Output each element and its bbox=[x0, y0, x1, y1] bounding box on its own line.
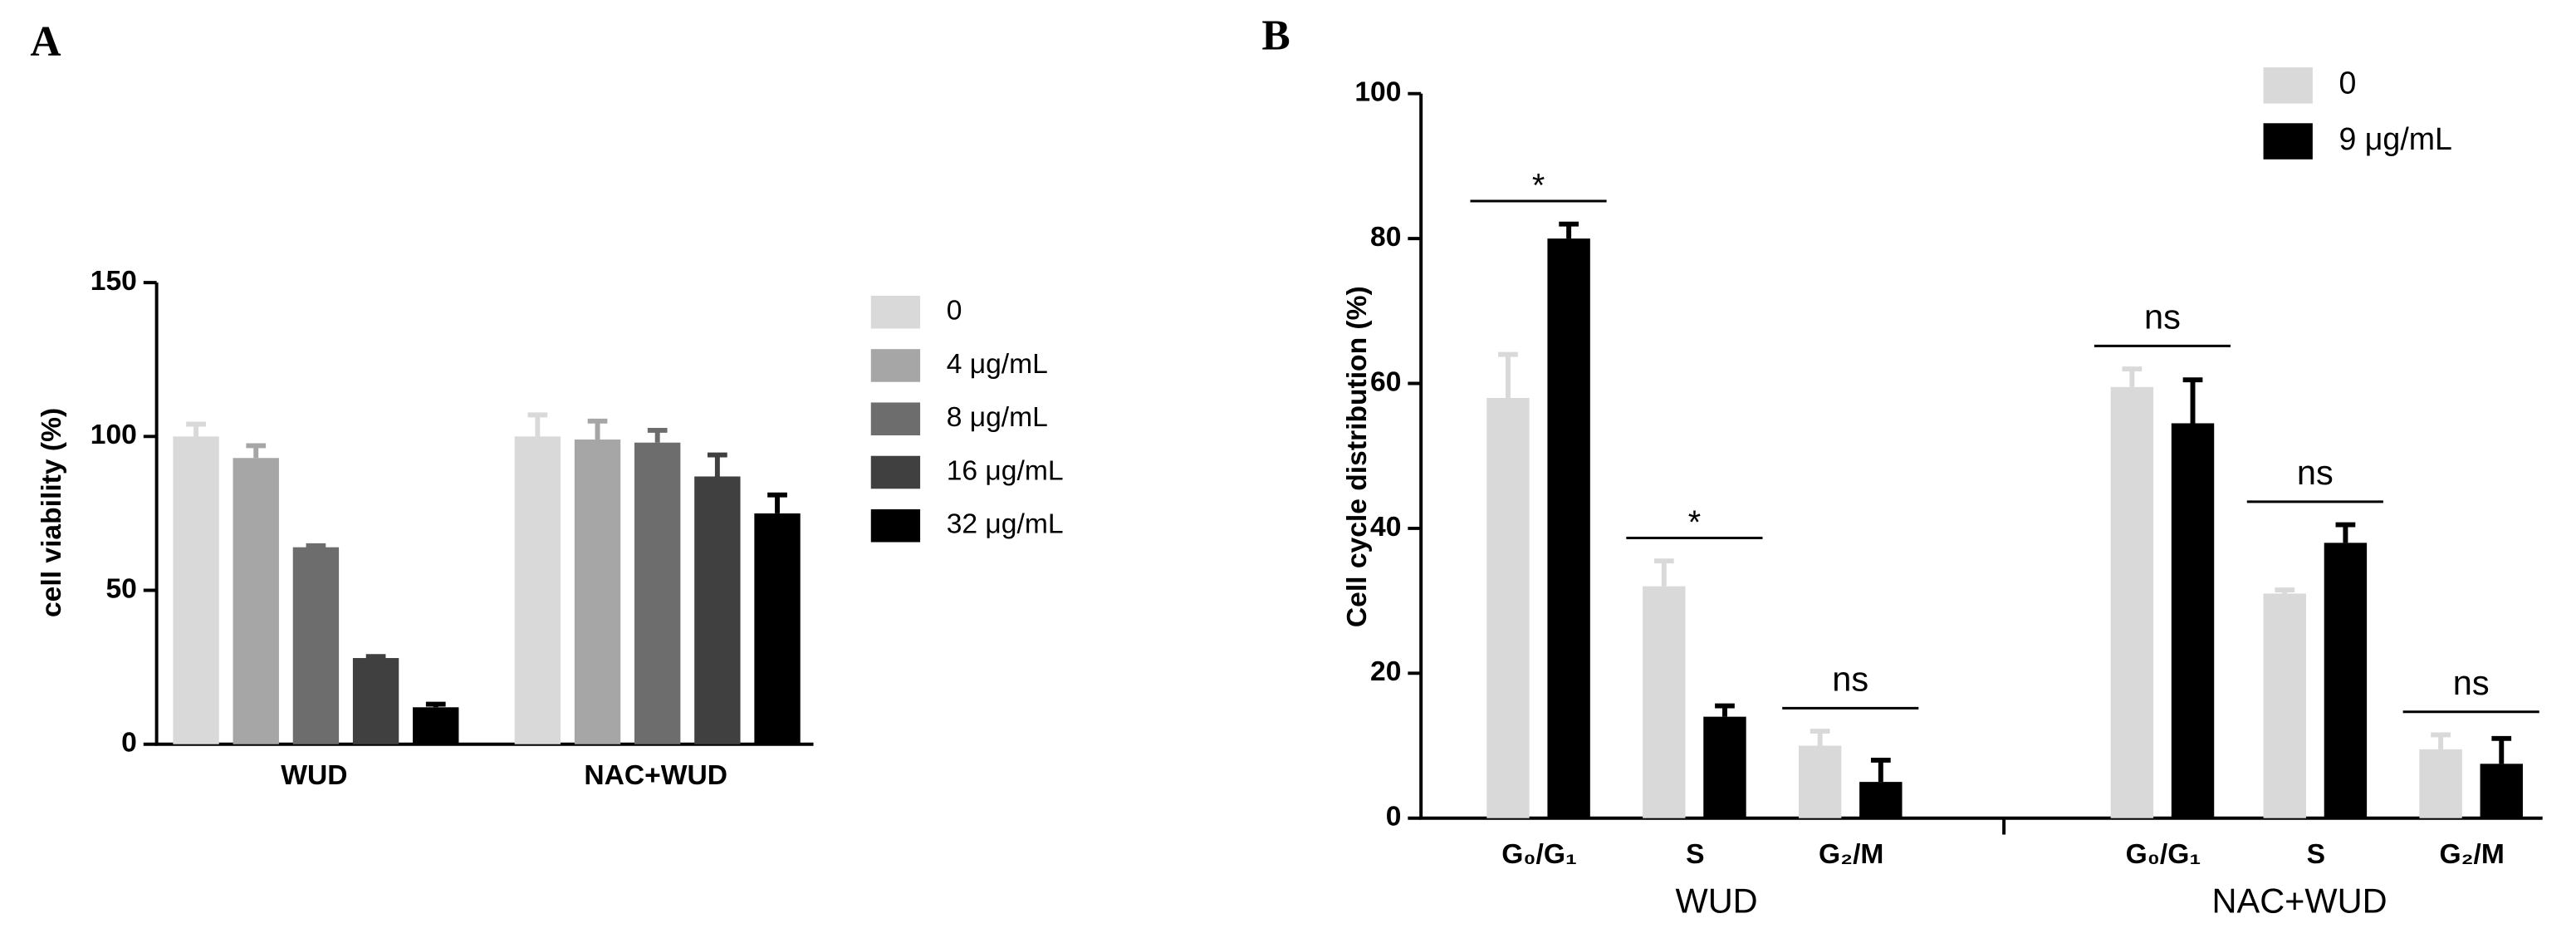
legend-swatch bbox=[870, 295, 921, 329]
bar bbox=[2171, 423, 2215, 818]
bar bbox=[754, 513, 801, 744]
y-tick-label: 100 bbox=[1354, 77, 1401, 108]
group-label: WUD bbox=[1676, 882, 1758, 921]
legend-label: 8 μg/mL bbox=[947, 402, 1048, 433]
error-bar bbox=[425, 701, 446, 708]
y-tick-label: 100 bbox=[91, 420, 137, 450]
y-axis-title: cell viability (%) bbox=[37, 408, 67, 617]
error-bar bbox=[1810, 729, 1830, 746]
error-bar bbox=[2275, 587, 2295, 594]
bar bbox=[2324, 543, 2368, 818]
y-tick-label: 0 bbox=[1386, 802, 1402, 832]
panel-label: B bbox=[1261, 12, 1290, 59]
error-bar bbox=[246, 443, 267, 459]
bar bbox=[1486, 397, 1530, 818]
y-axis-title: Cell cycle distribution (%) bbox=[1342, 286, 1373, 627]
legend-swatch bbox=[870, 402, 921, 435]
error-bar bbox=[2122, 366, 2143, 387]
y-tick-label: 60 bbox=[1370, 366, 1401, 397]
bar bbox=[1859, 782, 1903, 818]
x-tick-label: S bbox=[2307, 839, 2325, 870]
bar bbox=[1547, 238, 1590, 818]
bar bbox=[634, 442, 681, 744]
bar bbox=[694, 476, 741, 744]
bar bbox=[514, 436, 561, 744]
legend-swatch bbox=[870, 455, 921, 489]
panel-label: A bbox=[30, 18, 61, 66]
x-tick-label: S bbox=[1686, 839, 1704, 870]
annotation: ns bbox=[2144, 297, 2181, 336]
y-tick-label: 80 bbox=[1370, 222, 1401, 253]
bar bbox=[2110, 386, 2154, 818]
x-tick-label: G₀/G₁ bbox=[2126, 839, 2201, 870]
bar bbox=[173, 436, 219, 744]
error-bar bbox=[1498, 351, 1518, 398]
annotation: ns bbox=[1832, 660, 1868, 699]
bar bbox=[413, 707, 459, 744]
annotation: ns bbox=[2297, 453, 2334, 492]
bar bbox=[352, 658, 399, 744]
legend-swatch bbox=[870, 508, 921, 543]
error-bar bbox=[708, 452, 727, 477]
error-bar bbox=[587, 418, 608, 440]
error-bar bbox=[2182, 377, 2203, 424]
annotation: ns bbox=[2453, 663, 2490, 702]
error-bar bbox=[647, 427, 668, 443]
legend-label: 0 bbox=[2339, 66, 2357, 101]
error-bar bbox=[2431, 732, 2451, 749]
bar bbox=[574, 440, 621, 744]
group-label: NAC+WUD bbox=[2212, 882, 2387, 921]
error-bar bbox=[1653, 558, 1674, 587]
legend-label: 9 μg/mL bbox=[2339, 121, 2452, 156]
legend-swatch bbox=[870, 349, 921, 382]
bar bbox=[2480, 764, 2523, 818]
bar bbox=[1703, 716, 1746, 818]
error-bar bbox=[1715, 703, 1735, 717]
error-bar bbox=[2491, 735, 2512, 764]
legend-label: 4 μg/mL bbox=[947, 349, 1048, 380]
legend-label: 32 μg/mL bbox=[947, 509, 1064, 540]
y-tick-label: 40 bbox=[1370, 512, 1401, 543]
error-bar bbox=[527, 412, 548, 437]
error-bar bbox=[306, 543, 326, 548]
x-tick-label: G₀/G₁ bbox=[1501, 839, 1577, 870]
error-bar bbox=[767, 492, 787, 513]
error-bar bbox=[365, 654, 386, 660]
error-bar bbox=[1870, 757, 1891, 783]
bar bbox=[2263, 593, 2306, 818]
y-tick-label: 0 bbox=[121, 728, 137, 759]
legend-swatch bbox=[2263, 123, 2313, 160]
annotation: * bbox=[1688, 504, 1701, 541]
y-tick-label: 20 bbox=[1370, 656, 1401, 687]
annotation: * bbox=[1532, 168, 1545, 204]
bar bbox=[1798, 745, 1842, 818]
y-tick-label: 150 bbox=[91, 266, 137, 297]
x-tick-label: NAC+WUD bbox=[584, 760, 727, 791]
y-tick-label: 50 bbox=[105, 573, 136, 604]
legend-swatch bbox=[2263, 67, 2313, 104]
bar bbox=[1643, 586, 1686, 818]
bar bbox=[292, 547, 340, 744]
legend-label: 16 μg/mL bbox=[947, 455, 1064, 486]
bar bbox=[2419, 749, 2462, 818]
x-tick-label: G₂/M bbox=[1819, 839, 1883, 870]
error-bar bbox=[2335, 522, 2356, 543]
x-tick-label: WUD bbox=[281, 760, 347, 791]
x-tick-label: G₂/M bbox=[2439, 839, 2504, 870]
bar bbox=[233, 458, 279, 744]
error-bar bbox=[186, 421, 206, 437]
legend-label: 0 bbox=[947, 296, 962, 327]
error-bar bbox=[1559, 221, 1579, 239]
